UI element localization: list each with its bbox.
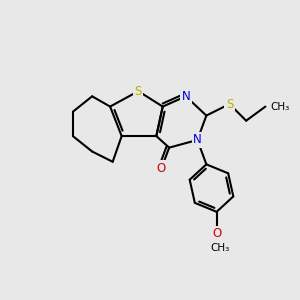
Text: N: N: [193, 134, 202, 146]
Text: N: N: [182, 90, 190, 103]
Text: CH₃: CH₃: [271, 102, 290, 112]
Text: S: S: [226, 98, 233, 110]
Text: S: S: [135, 85, 142, 98]
Text: CH₃: CH₃: [211, 243, 230, 253]
Text: O: O: [157, 162, 166, 175]
Text: O: O: [212, 227, 221, 240]
